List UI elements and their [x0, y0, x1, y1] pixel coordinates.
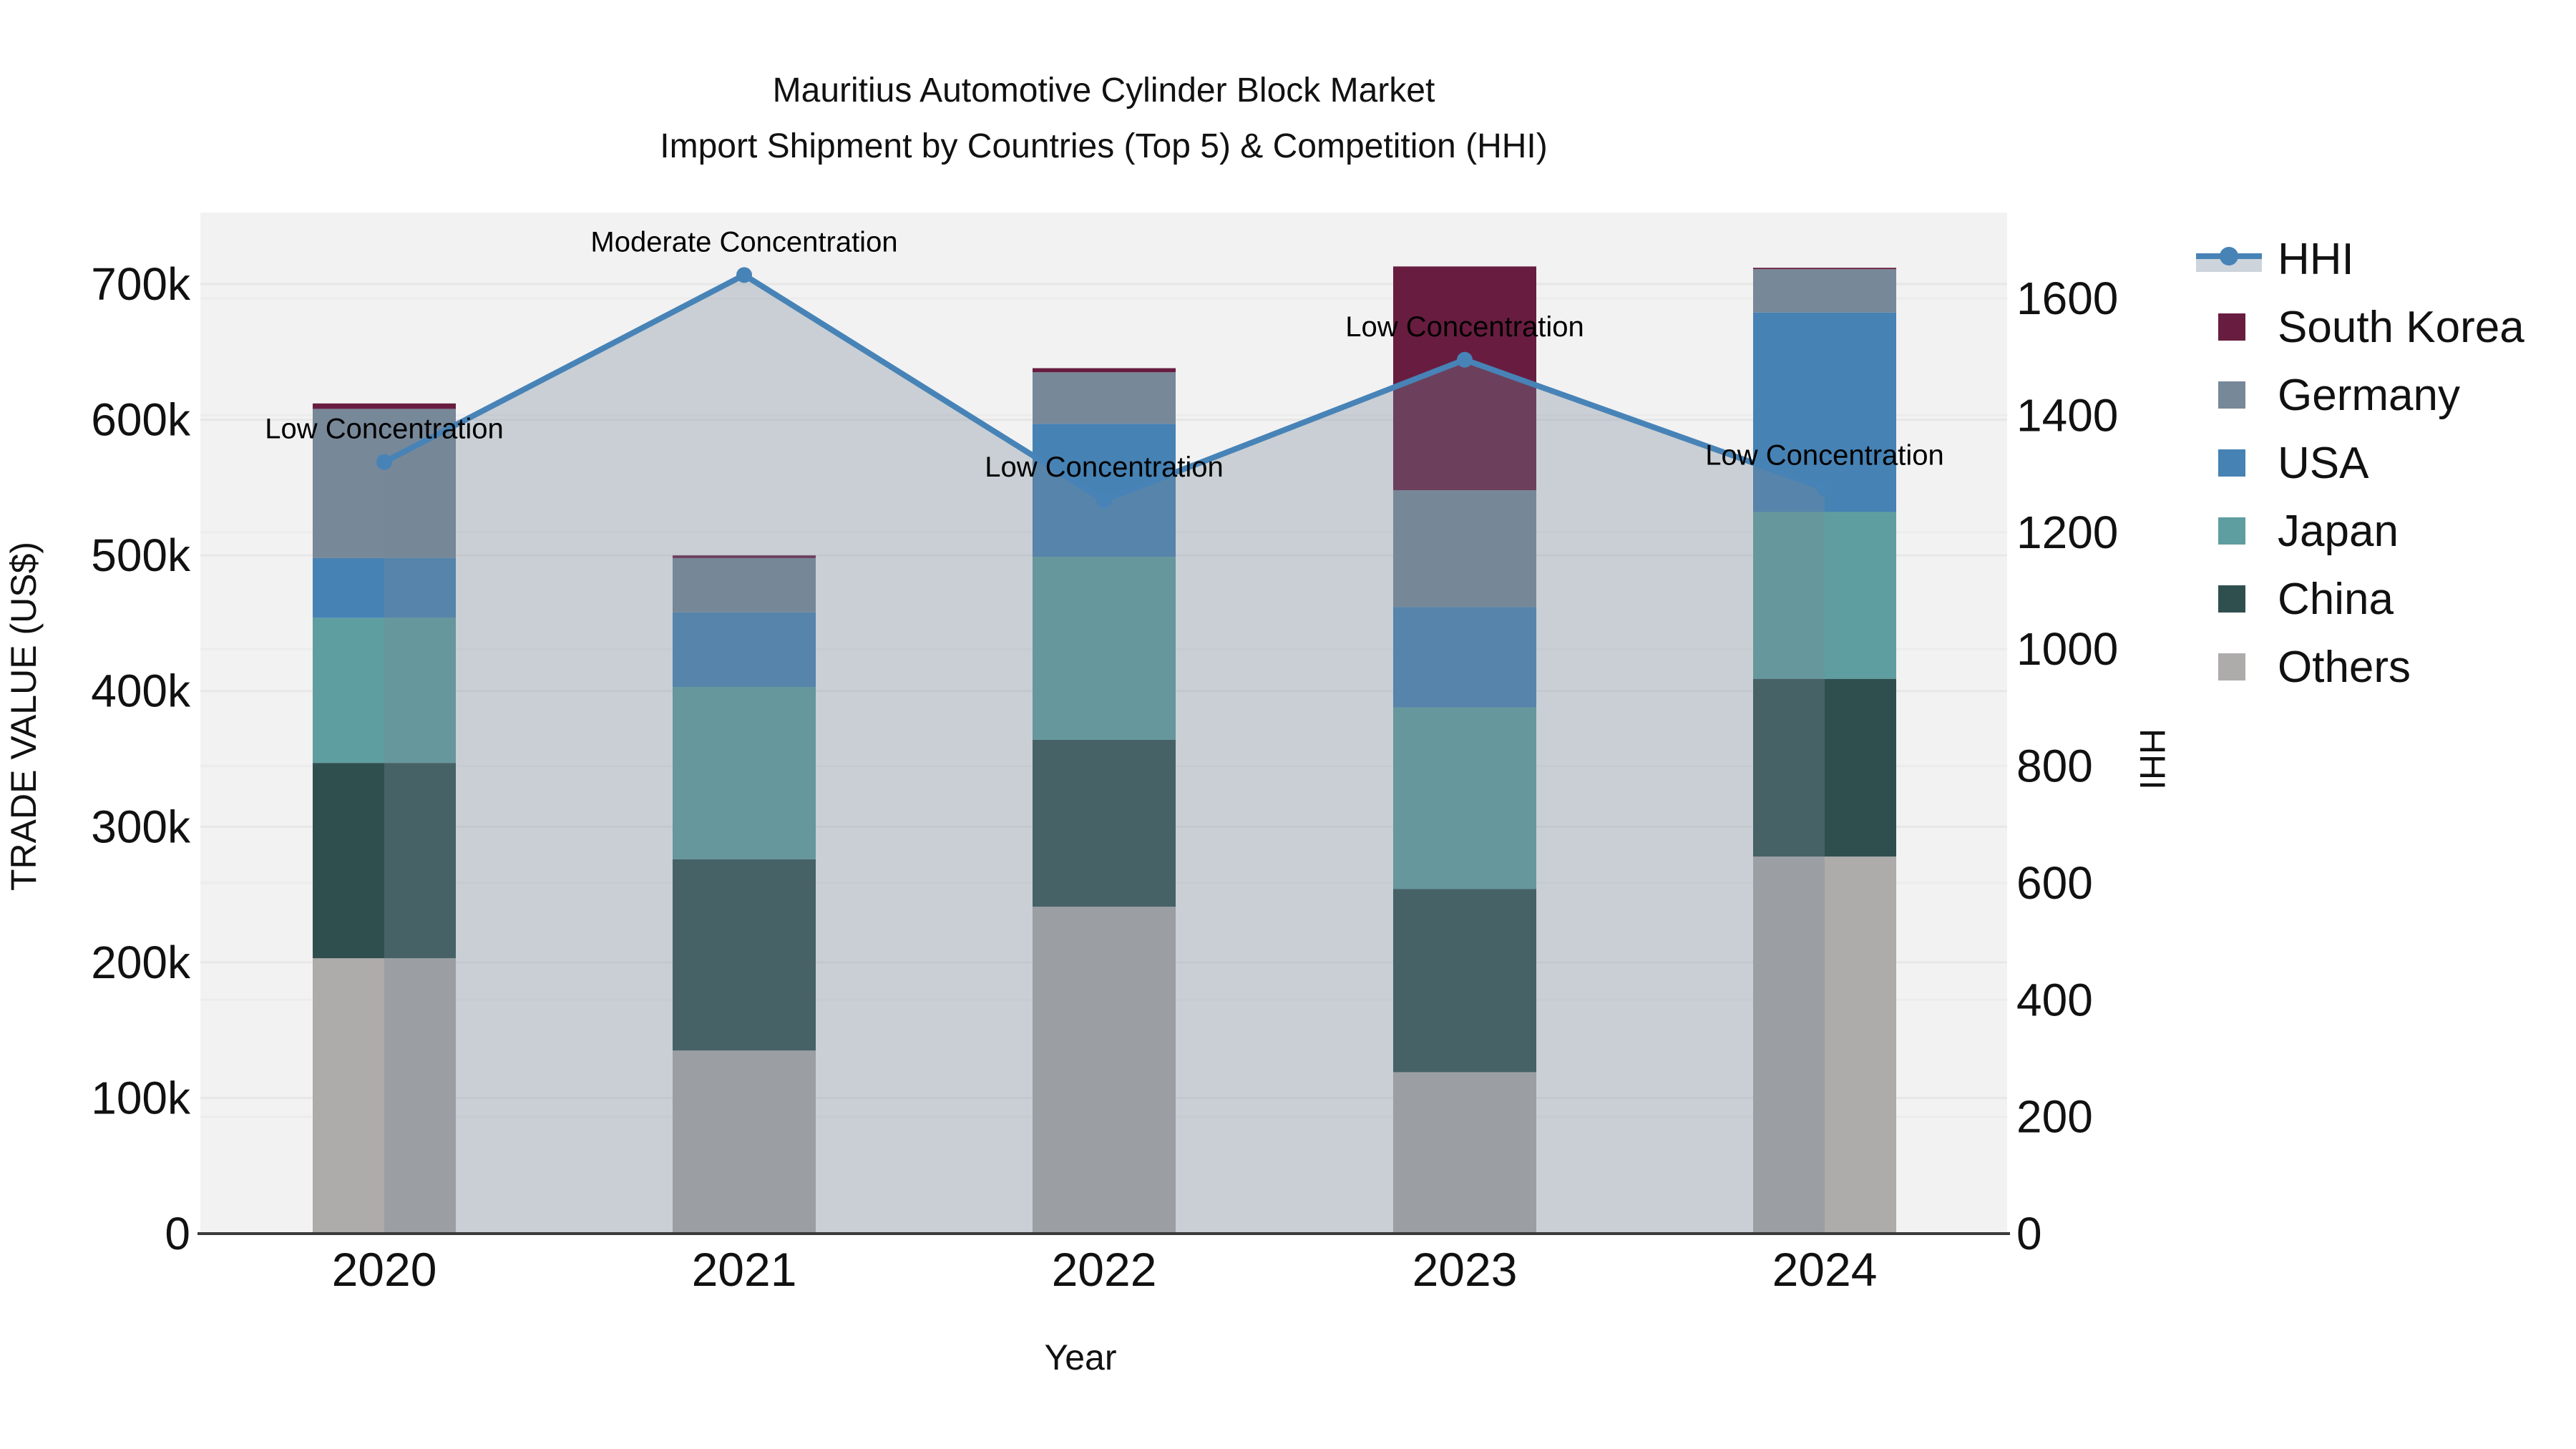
x-tick-label: 2022	[1052, 1243, 1157, 1296]
chart-title: Mauritius Automotive Cylinder Block Mark…	[200, 63, 2007, 175]
annotation-2024: Low Concentration	[1705, 439, 1944, 471]
y-left-tick-label: 700k	[91, 258, 191, 310]
others-swatch-icon	[2218, 653, 2245, 680]
y-left-axis-title: TRADE VALUE (US$)	[4, 541, 44, 892]
bar-segment-south-korea-2024[interactable]	[1753, 268, 1896, 270]
usa-swatch-icon	[2218, 449, 2245, 477]
bar-segment-usa-2022[interactable]	[1033, 424, 1176, 557]
y-right-tick-label: 0	[2016, 1208, 2042, 1259]
bar-segment-usa-2024[interactable]	[1753, 312, 1896, 512]
hhi-line-icon	[2196, 245, 2262, 273]
bar-segment-usa-2021[interactable]	[673, 612, 816, 688]
hhi-marker-2021[interactable]	[736, 267, 752, 283]
bar-segment-china-2023[interactable]	[1393, 889, 1536, 1073]
bar-segment-china-2020[interactable]	[313, 763, 456, 959]
x-tick-label: 2023	[1413, 1243, 1518, 1296]
china-swatch-icon	[2218, 585, 2245, 613]
bar-segment-germany-2022[interactable]	[1033, 372, 1176, 424]
x-axis-title: Year	[1044, 1337, 1117, 1377]
chart-title-line1: Mauritius Automotive Cylinder Block Mark…	[772, 72, 1435, 109]
bar-segment-others-2022[interactable]	[1033, 907, 1176, 1234]
y-left-tick-label: 300k	[91, 801, 191, 852]
bar-segment-china-2021[interactable]	[673, 859, 816, 1051]
hhi-marker-2024[interactable]	[1817, 480, 1833, 497]
bar-segment-china-2022[interactable]	[1033, 739, 1176, 907]
annotation-2023: Low Concentration	[1345, 311, 1584, 343]
legend-label: USA	[2278, 438, 2369, 488]
bar-segment-japan-2020[interactable]	[313, 618, 456, 763]
bar-segment-japan-2022[interactable]	[1033, 557, 1176, 740]
hhi-marker-dot-icon	[2220, 247, 2238, 265]
bar-segment-japan-2024[interactable]	[1753, 512, 1896, 679]
hhi-marker-2023[interactable]	[1457, 351, 1473, 368]
x-tick-label: 2021	[692, 1243, 797, 1296]
y-right-tick-label: 200	[2016, 1091, 2093, 1143]
bar-segment-japan-2023[interactable]	[1393, 707, 1536, 889]
germany-swatch-icon	[2218, 381, 2245, 409]
annotation-2022: Low Concentration	[985, 452, 1224, 483]
legend-label: China	[2278, 574, 2394, 624]
y-right-tick-label: 1600	[2016, 273, 2118, 324]
bar-segment-others-2024[interactable]	[1753, 856, 1896, 1234]
y-right-tick-label: 800	[2016, 741, 2093, 792]
y-right-tick-label: 1200	[2016, 507, 2118, 558]
bar-segment-germany-2021[interactable]	[673, 557, 816, 613]
bar-segment-south-korea-2022[interactable]	[1033, 368, 1176, 373]
y-right-tick-label: 600	[2016, 857, 2093, 909]
y-left-tick-label: 100k	[91, 1072, 191, 1123]
annotation-2020: Low Concentration	[265, 414, 504, 445]
y-right-tick-label: 400	[2016, 974, 2093, 1025]
legend-label: Others	[2278, 642, 2411, 692]
japan-swatch-icon	[2218, 517, 2245, 545]
bar-segment-others-2020[interactable]	[313, 958, 456, 1234]
chart-title-line2: Import Shipment by Countries (Top 5) & C…	[660, 127, 1548, 165]
hhi-marker-2020[interactable]	[376, 454, 392, 470]
bar-segment-usa-2023[interactable]	[1393, 607, 1536, 708]
y-left-tick-label: 200k	[91, 937, 191, 988]
bar-segment-china-2024[interactable]	[1753, 678, 1896, 857]
legend-label: Japan	[2278, 506, 2399, 556]
bar-segment-usa-2020[interactable]	[313, 557, 456, 618]
y-left-tick-label: 500k	[91, 530, 191, 581]
bar-segment-germany-2023[interactable]	[1393, 490, 1536, 608]
annotation-2021: Moderate Concentration	[590, 226, 897, 258]
y-left-tick-label: 0	[165, 1208, 190, 1259]
legend-label: HHI	[2278, 234, 2354, 284]
y-left-tick-label: 400k	[91, 665, 191, 717]
bar-segment-germany-2024[interactable]	[1753, 269, 1896, 313]
y-right-axis-title: HHI	[2132, 728, 2172, 791]
x-tick-label: 2024	[1772, 1243, 1878, 1296]
south-korea-swatch-icon	[2218, 313, 2245, 341]
bar-segment-south-korea-2021[interactable]	[673, 555, 816, 558]
bar-segment-germany-2020[interactable]	[313, 409, 456, 558]
legend-label: Germany	[2278, 370, 2460, 420]
bar-segment-japan-2021[interactable]	[673, 687, 816, 859]
x-tick-label: 2020	[332, 1243, 437, 1296]
bar-segment-others-2021[interactable]	[673, 1050, 816, 1234]
y-left-tick-label: 600k	[91, 394, 191, 446]
hhi-marker-2022[interactable]	[1096, 492, 1112, 508]
bar-segment-others-2023[interactable]	[1393, 1072, 1536, 1234]
y-right-tick-label: 1000	[2016, 623, 2118, 675]
bar-segment-south-korea-2020[interactable]	[313, 403, 456, 409]
legend-label: South Korea	[2278, 302, 2524, 352]
y-right-tick-label: 1400	[2016, 389, 2118, 441]
hhi-area-fill	[384, 275, 1825, 1234]
